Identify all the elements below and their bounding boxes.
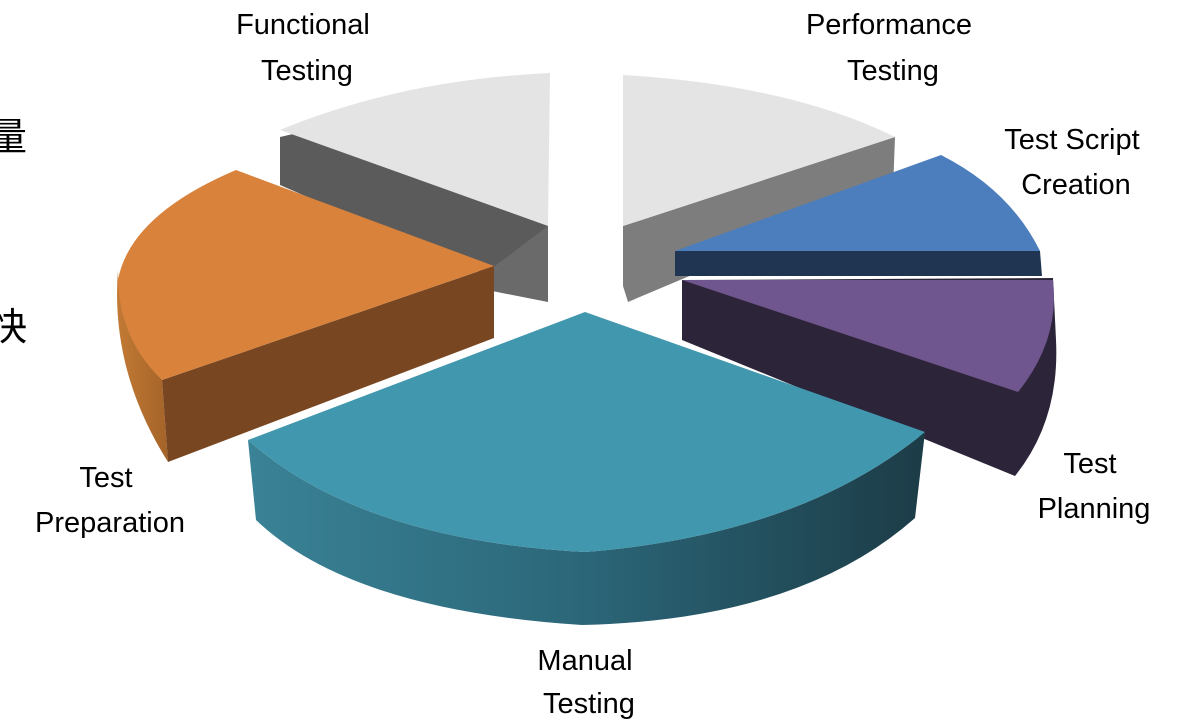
label-manual-testing: Manual Testing bbox=[537, 645, 640, 720]
edge-glyph-2: 快 bbox=[0, 305, 27, 349]
slice-manual-top bbox=[248, 312, 925, 552]
slice-performance-top bbox=[623, 75, 895, 226]
label-test-planning: Test Planning bbox=[1038, 448, 1151, 525]
edge-glyph-1: 量 bbox=[0, 115, 27, 159]
slice-preparation-side-inner bbox=[162, 266, 494, 462]
slice-manual-testing bbox=[248, 312, 925, 625]
label-functional-testing: Functional Testing bbox=[236, 9, 378, 87]
slice-script-side bbox=[675, 251, 1042, 276]
slice-test-script-creation bbox=[675, 155, 1042, 276]
label-test-script-creation: Test Script Creation bbox=[1004, 124, 1147, 201]
slice-functional-testing bbox=[280, 73, 550, 302]
label-performance-testing: Performance Testing bbox=[806, 9, 980, 87]
slice-preparation-side-outer bbox=[117, 270, 168, 462]
slice-preparation-top bbox=[118, 170, 494, 380]
slice-planning-top bbox=[682, 280, 1054, 392]
slice-manual-side bbox=[248, 432, 925, 625]
slice-script-top bbox=[675, 155, 1040, 251]
slice-functional-inner bbox=[487, 226, 548, 302]
label-test-preparation: Test Preparation bbox=[35, 462, 185, 539]
slice-functional-top bbox=[280, 73, 550, 226]
slice-test-preparation bbox=[117, 170, 494, 462]
slice-test-planning bbox=[682, 278, 1057, 476]
